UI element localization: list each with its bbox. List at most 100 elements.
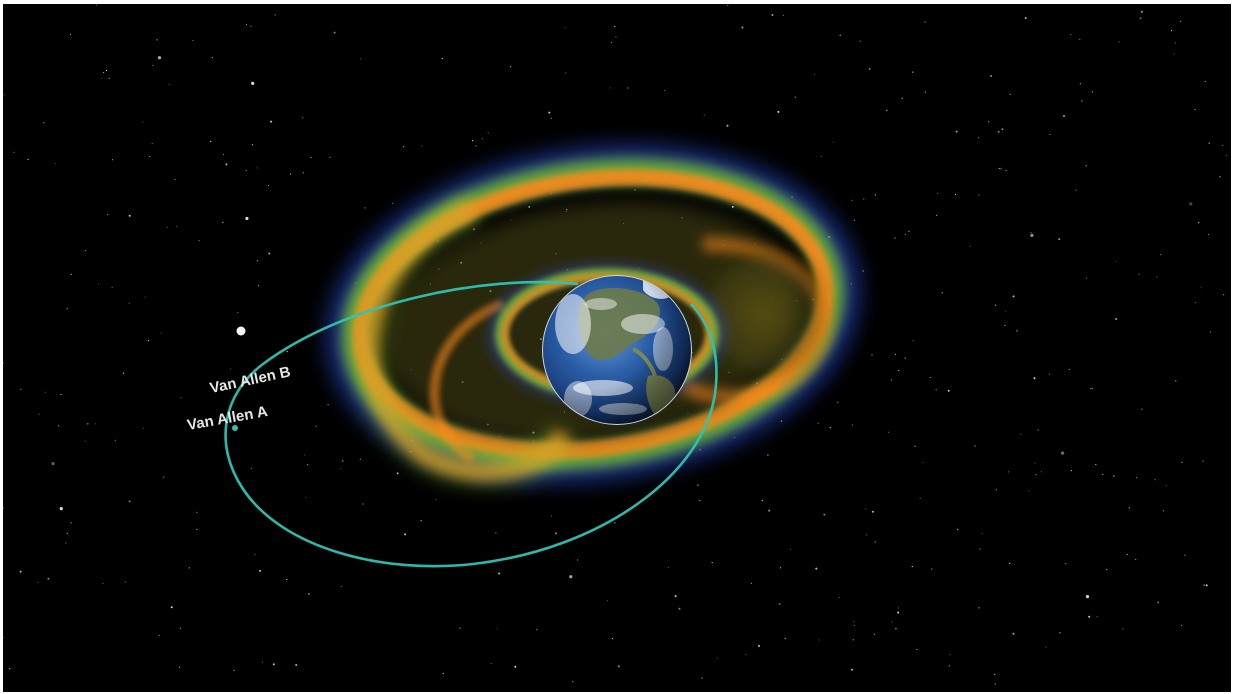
star-icon (699, 500, 701, 502)
star-icon (664, 90, 666, 92)
star-icon (1122, 628, 1124, 630)
star-icon (102, 582, 104, 585)
star-icon (897, 611, 900, 614)
star-icon (1063, 115, 1065, 118)
star-icon (726, 124, 729, 127)
star-icon (222, 221, 224, 223)
star-icon (614, 522, 616, 524)
star-icon (38, 413, 40, 415)
star-icon (667, 566, 669, 568)
star-icon (441, 57, 443, 60)
star-icon (289, 173, 292, 175)
star-icon (20, 388, 22, 390)
star-icon (615, 36, 617, 38)
star-icon (3, 362, 4, 364)
star-icon (421, 145, 423, 147)
star-icon (157, 56, 162, 60)
star-icon (865, 508, 867, 510)
star-icon (180, 397, 182, 399)
star-icon (192, 39, 194, 42)
star-icon (1070, 34, 1072, 36)
star-icon (179, 627, 182, 629)
star-icon (731, 205, 734, 208)
star-icon (1225, 154, 1227, 156)
star-icon (550, 117, 553, 119)
star-icon (894, 353, 897, 355)
star-icon (256, 260, 258, 262)
star-icon (1091, 387, 1093, 389)
star-icon (1088, 615, 1091, 618)
star-icon (245, 216, 249, 221)
star-icon (128, 214, 131, 217)
star-icon (435, 499, 437, 501)
star-icon (1194, 301, 1196, 304)
star-icon (1009, 562, 1011, 565)
van-allen-illustration: Van Allen B Van Allen A (3, 4, 1227, 685)
star-icon (873, 633, 876, 635)
star-icon (1112, 475, 1115, 478)
star-icon (908, 230, 910, 232)
star-icon (3, 507, 4, 509)
star-icon (1096, 616, 1098, 618)
star-icon (44, 391, 46, 393)
star-icon (1222, 144, 1224, 146)
star-icon (1061, 451, 1065, 455)
star-icon (102, 72, 105, 74)
star-icon (784, 637, 786, 640)
star-icon (396, 472, 399, 475)
star-icon (327, 404, 329, 406)
star-icon (196, 528, 198, 530)
star-icon (66, 308, 68, 310)
star-icon (168, 83, 170, 86)
star-icon (251, 144, 254, 146)
star-icon (1095, 463, 1097, 466)
star-icon (310, 156, 312, 159)
star-icon (1126, 553, 1128, 556)
star-icon (13, 151, 15, 153)
star-icon (144, 296, 146, 298)
star-icon (510, 219, 512, 221)
star-icon (617, 665, 620, 668)
star-icon (813, 73, 816, 75)
star-icon (143, 427, 145, 429)
star-icon (158, 634, 160, 636)
star-icon (473, 228, 476, 231)
star-icon (1170, 29, 1173, 32)
star-icon (111, 159, 114, 161)
star-icon (947, 389, 950, 392)
star-icon (160, 332, 162, 334)
star-icon (998, 167, 1000, 170)
star-icon (152, 64, 154, 66)
star-icon (871, 354, 873, 356)
star-icon (1059, 632, 1061, 634)
star-icon (1090, 388, 1092, 390)
star-icon (128, 302, 130, 304)
star-icon (403, 146, 405, 148)
star-icon (997, 130, 1000, 133)
star-icon (727, 4, 729, 6)
probe-icon (232, 326, 246, 431)
star-icon (851, 199, 853, 201)
star-icon (111, 286, 113, 289)
star-icon (1173, 53, 1175, 55)
star-icon (3, 636, 4, 639)
star-icon (969, 245, 971, 247)
star-icon (609, 87, 611, 89)
star-icon (54, 162, 56, 165)
star-icon (1205, 584, 1208, 587)
star-icon (1200, 287, 1202, 289)
star-icon (198, 240, 200, 242)
star-icon (178, 666, 181, 668)
star-icon (1058, 238, 1061, 241)
star-icon (188, 567, 190, 569)
star-icon (1138, 273, 1140, 275)
star-icon (1048, 373, 1051, 375)
star-icon (852, 639, 854, 641)
star-icon (340, 468, 342, 470)
star-icon (898, 369, 900, 372)
star-icon (815, 567, 818, 570)
star-icon (990, 75, 993, 77)
star-icon (245, 169, 247, 172)
star-icon (1204, 80, 1206, 83)
star-icon (897, 607, 900, 609)
